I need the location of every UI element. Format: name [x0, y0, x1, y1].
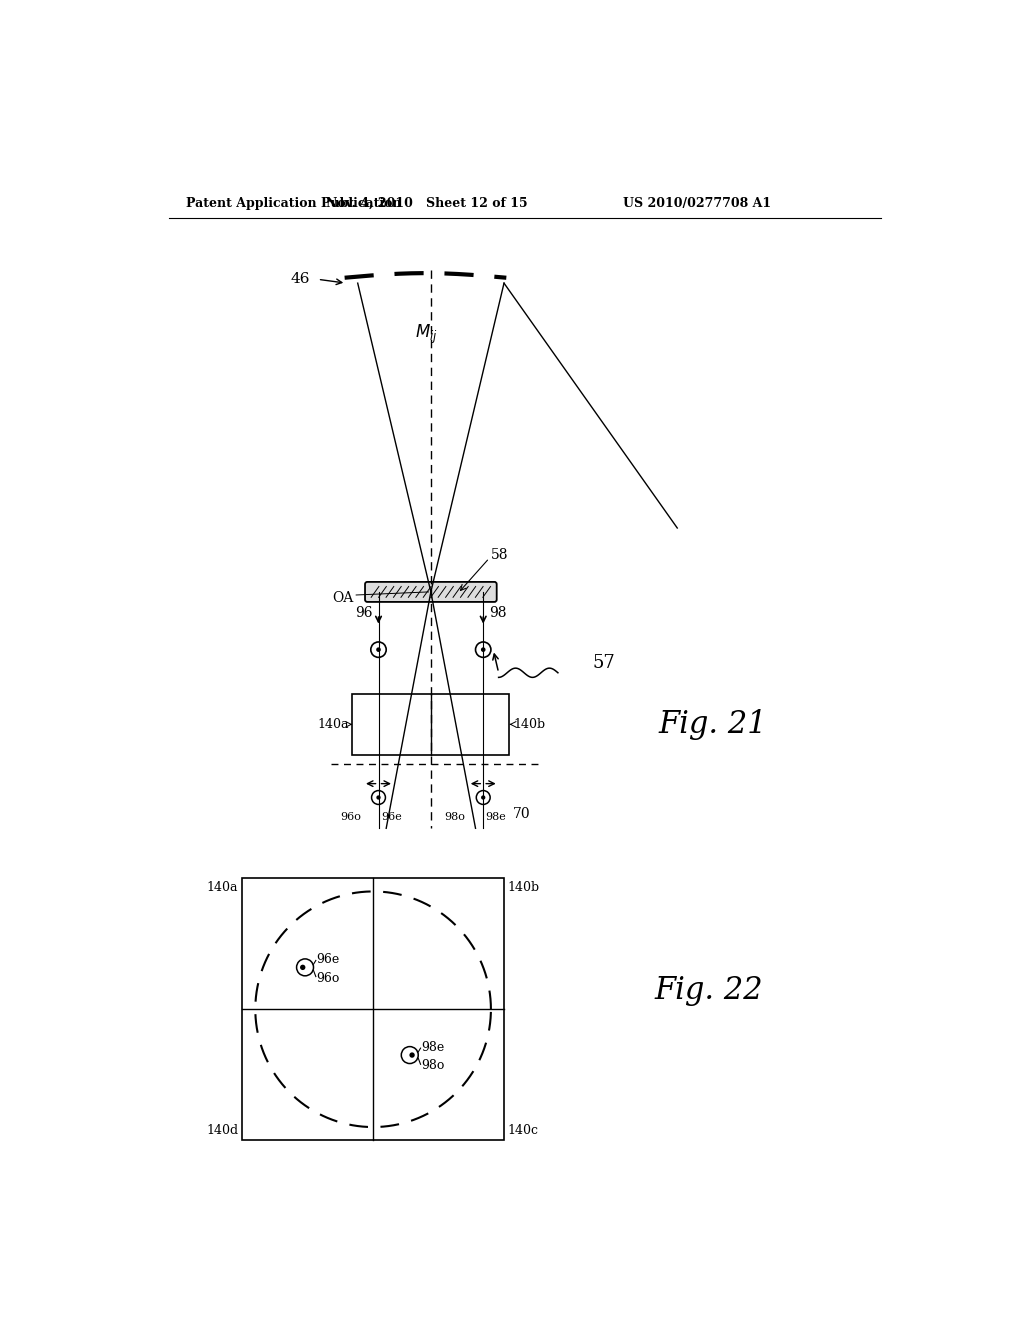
Text: 96: 96 — [355, 606, 373, 619]
Text: 57: 57 — [593, 653, 615, 672]
FancyBboxPatch shape — [365, 582, 497, 602]
Text: 96e: 96e — [316, 953, 340, 966]
Text: $M_{ij}$: $M_{ij}$ — [416, 322, 438, 346]
Text: 58: 58 — [490, 548, 509, 562]
Text: 140a: 140a — [207, 880, 239, 894]
Text: 46: 46 — [291, 272, 310, 286]
Text: 70: 70 — [512, 808, 530, 821]
Text: Fig. 21: Fig. 21 — [658, 709, 767, 739]
Text: 98o: 98o — [421, 1060, 444, 1072]
Text: 140d: 140d — [206, 1125, 239, 1138]
Bar — [352, 693, 509, 755]
Text: Fig. 22: Fig. 22 — [654, 974, 763, 1006]
Text: 98e: 98e — [485, 812, 506, 822]
Text: 140b: 140b — [508, 880, 540, 894]
Text: 96e: 96e — [381, 812, 401, 822]
Text: 98: 98 — [489, 606, 507, 619]
Text: OA: OA — [333, 591, 354, 605]
Text: 96o: 96o — [340, 812, 360, 822]
Text: 98e: 98e — [421, 1041, 444, 1053]
Circle shape — [300, 965, 305, 970]
Text: 98o: 98o — [444, 812, 466, 822]
Circle shape — [481, 796, 485, 800]
Text: Nov. 4, 2010   Sheet 12 of 15: Nov. 4, 2010 Sheet 12 of 15 — [327, 197, 527, 210]
Text: US 2010/0277708 A1: US 2010/0277708 A1 — [624, 197, 771, 210]
Circle shape — [377, 796, 381, 800]
Text: 96o: 96o — [316, 972, 340, 985]
Circle shape — [376, 647, 381, 652]
Text: 140c: 140c — [508, 1125, 539, 1138]
Bar — [243, 878, 504, 1140]
Circle shape — [410, 1052, 415, 1057]
Circle shape — [481, 647, 485, 652]
Text: 140b: 140b — [513, 718, 546, 731]
Text: Patent Application Publication: Patent Application Publication — [186, 197, 401, 210]
Text: 140a: 140a — [317, 718, 348, 731]
